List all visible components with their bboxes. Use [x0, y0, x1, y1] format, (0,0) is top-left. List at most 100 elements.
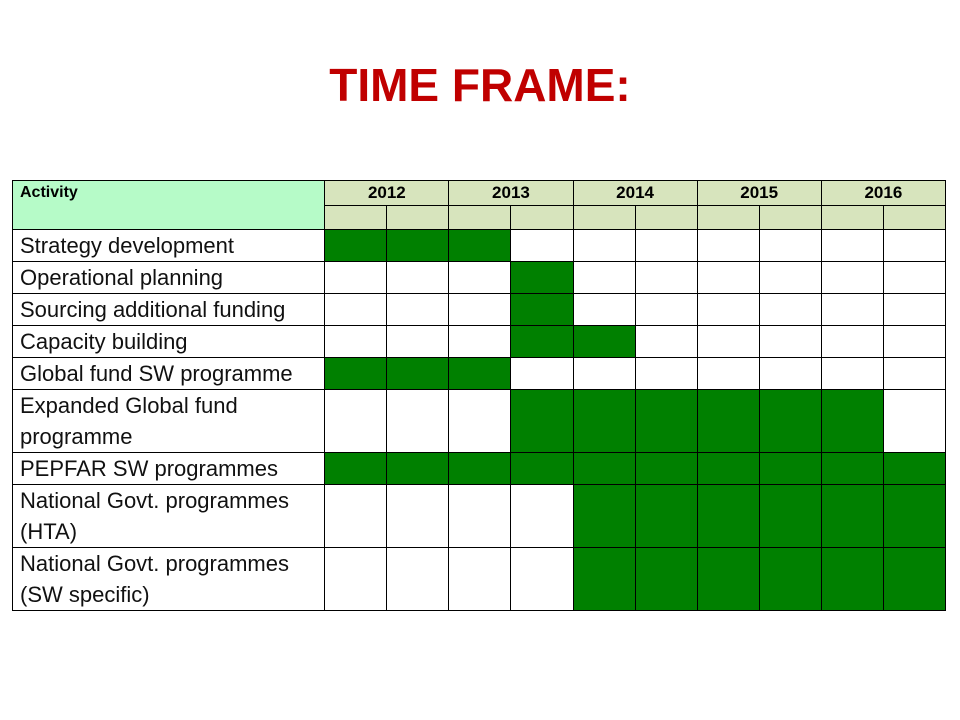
year-header-2014: 2014 [572, 180, 698, 206]
empty-period-cell [510, 357, 574, 390]
active-period-cell [696, 389, 760, 453]
active-period-cell [324, 452, 388, 485]
empty-period-cell [386, 547, 450, 611]
activity-label: Strategy development [11, 229, 326, 262]
empty-period-cell [448, 293, 512, 326]
period-header-cell [448, 205, 512, 230]
period-header-cell [324, 205, 388, 230]
empty-period-cell [882, 357, 947, 390]
active-period-cell [634, 547, 698, 611]
empty-period-cell [820, 357, 884, 390]
activity-row: Global fund SW programme [11, 357, 947, 390]
active-period-cell [820, 484, 884, 548]
empty-period-cell [324, 261, 388, 294]
activity-row: Operational planning [11, 261, 947, 294]
active-period-cell [572, 484, 636, 548]
active-period-cell [510, 261, 574, 294]
header-period-row [13, 205, 947, 230]
empty-period-cell [510, 484, 574, 548]
active-period-cell [572, 389, 636, 453]
empty-period-cell [758, 293, 822, 326]
period-header-cell [758, 205, 822, 230]
empty-period-cell [696, 325, 760, 358]
active-period-cell [820, 547, 884, 611]
active-period-cell [572, 325, 636, 358]
slide-title: TIME FRAME: [329, 59, 631, 111]
activity-row: Expanded Global fund programme [11, 389, 947, 453]
empty-period-cell [882, 325, 947, 358]
empty-period-cell [572, 293, 636, 326]
empty-period-cell [634, 357, 698, 390]
empty-period-cell [510, 229, 574, 262]
empty-period-cell [324, 484, 388, 548]
activity-label: Expanded Global fund programme [11, 389, 326, 453]
empty-period-cell [324, 293, 388, 326]
year-header-2013: 2013 [448, 180, 574, 206]
empty-period-cell [696, 357, 760, 390]
active-period-cell [882, 547, 947, 611]
active-period-cell [386, 357, 450, 390]
timeline-table: Activity 2012 2013 2014 2015 2016 Strate… [11, 180, 947, 611]
active-period-cell [572, 547, 636, 611]
active-period-cell [324, 229, 388, 262]
year-header-2016: 2016 [820, 180, 947, 206]
empty-period-cell [882, 229, 947, 262]
period-header-cell [696, 205, 760, 230]
empty-period-cell [448, 325, 512, 358]
year-header-2012: 2012 [324, 180, 450, 206]
empty-period-cell [696, 229, 760, 262]
active-period-cell [758, 389, 822, 453]
active-period-cell [882, 452, 947, 485]
empty-period-cell [634, 293, 698, 326]
period-header-cell [820, 205, 884, 230]
empty-period-cell [758, 325, 822, 358]
activity-row: National Govt. programmes (SW specific) [11, 547, 947, 611]
activity-label: Capacity building [11, 325, 326, 358]
active-period-cell [386, 452, 450, 485]
active-period-cell [634, 389, 698, 453]
empty-period-cell [696, 293, 760, 326]
empty-period-cell [324, 325, 388, 358]
empty-period-cell [882, 261, 947, 294]
empty-period-cell [572, 229, 636, 262]
empty-period-cell [386, 293, 450, 326]
empty-period-cell [634, 229, 698, 262]
active-period-cell [882, 484, 947, 548]
active-period-cell [696, 547, 760, 611]
activity-label: PEPFAR SW programmes [11, 452, 326, 485]
period-header-cell [634, 205, 698, 230]
activity-label: Operational planning [11, 261, 326, 294]
empty-period-cell [448, 261, 512, 294]
empty-period-cell [386, 484, 450, 548]
activity-row: PEPFAR SW programmes [11, 452, 947, 485]
empty-period-cell [820, 293, 884, 326]
empty-period-cell [758, 261, 822, 294]
empty-period-cell [820, 261, 884, 294]
empty-period-cell [448, 389, 512, 453]
active-period-cell [696, 452, 760, 485]
active-period-cell [758, 484, 822, 548]
period-header-cell [572, 205, 636, 230]
empty-period-cell [386, 325, 450, 358]
empty-period-cell [696, 261, 760, 294]
active-period-cell [758, 547, 822, 611]
empty-period-cell [634, 261, 698, 294]
active-period-cell [572, 452, 636, 485]
empty-period-cell [448, 547, 512, 611]
timeline-body: Strategy development Operational planning… [11, 229, 947, 611]
activity-label: National Govt. programmes (SW specific) [11, 547, 326, 611]
active-period-cell [820, 452, 884, 485]
active-period-cell [448, 229, 512, 262]
activity-row: Capacity building [11, 325, 947, 358]
activity-label: Sourcing additional funding [11, 293, 326, 326]
empty-period-cell [820, 325, 884, 358]
active-period-cell [510, 452, 574, 485]
active-period-cell [448, 452, 512, 485]
empty-period-cell [758, 229, 822, 262]
empty-period-cell [324, 547, 388, 611]
empty-period-cell [448, 484, 512, 548]
empty-period-cell [324, 389, 388, 453]
empty-period-cell [820, 229, 884, 262]
empty-period-cell [634, 325, 698, 358]
active-period-cell [634, 484, 698, 548]
